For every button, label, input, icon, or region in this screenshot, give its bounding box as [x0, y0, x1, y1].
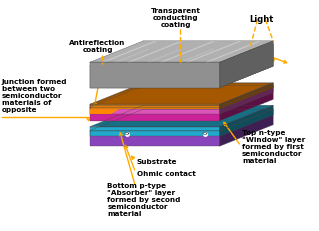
Polygon shape — [90, 110, 273, 131]
Polygon shape — [90, 86, 273, 108]
Text: Top n-type
"Window" layer
formed by first
semiconductor
material: Top n-type "Window" layer formed by firs… — [242, 129, 305, 163]
Text: Transparent
conducting
coating: Transparent conducting coating — [151, 8, 201, 27]
Polygon shape — [219, 84, 273, 121]
Text: Antireflection
coating: Antireflection coating — [69, 40, 126, 53]
Polygon shape — [90, 108, 219, 115]
Text: Substrate: Substrate — [137, 158, 177, 164]
Text: Light: Light — [249, 15, 273, 23]
Polygon shape — [90, 110, 119, 115]
Polygon shape — [90, 83, 273, 105]
Polygon shape — [90, 42, 273, 63]
Polygon shape — [90, 105, 219, 110]
Polygon shape — [219, 110, 273, 147]
Polygon shape — [90, 127, 219, 137]
Polygon shape — [90, 46, 273, 67]
Polygon shape — [90, 106, 273, 127]
Polygon shape — [90, 67, 219, 88]
Polygon shape — [219, 86, 273, 115]
Text: Junction formed
between two
semiconductor
materials of
opposite: Junction formed between two semiconducto… — [2, 79, 67, 112]
Polygon shape — [219, 106, 273, 137]
Polygon shape — [90, 106, 219, 121]
Polygon shape — [219, 83, 273, 110]
Polygon shape — [90, 63, 219, 88]
Polygon shape — [90, 131, 219, 147]
Polygon shape — [90, 84, 273, 106]
Text: Ohmic contact: Ohmic contact — [137, 170, 195, 176]
Polygon shape — [219, 42, 273, 88]
Text: Bottom p-type
"Absorber" layer
formed by second
semiconductor
material: Bottom p-type "Absorber" layer formed by… — [107, 182, 181, 216]
Polygon shape — [219, 46, 273, 88]
